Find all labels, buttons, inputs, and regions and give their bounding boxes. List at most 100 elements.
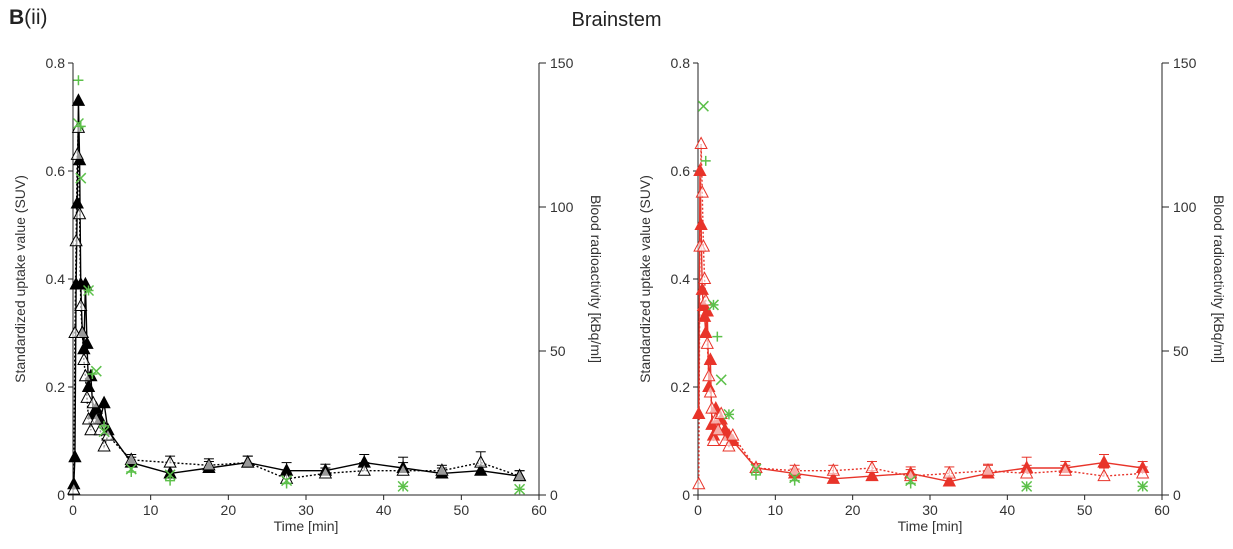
blood-point-plus [700,155,711,166]
y2-tick-label: 50 [550,343,566,359]
data-point-filled [97,395,111,409]
data-point-open [80,390,94,403]
x-tick-label: 0 [694,502,702,518]
x-tick-label: 10 [768,502,784,518]
data-point-open [1097,468,1111,482]
data-point-open [202,457,216,471]
data-point-filled [80,336,94,349]
series-line-open [698,143,1143,485]
data-point-filled [942,473,957,487]
y-tick-label: 0.4 [671,271,691,287]
data-point-open [84,422,98,436]
data-point-open [942,465,957,479]
data-point-filled [699,325,713,339]
x-tick-label: 40 [376,502,392,518]
data-point-open [396,463,410,476]
data-point-open [78,368,93,382]
blood-point-cross [715,374,727,386]
blood-point-plus [712,331,723,342]
blood-point-cross [707,299,719,311]
x-tick-label: 30 [298,502,314,518]
data-point-open [865,460,879,474]
x-tick-label: 10 [143,502,159,518]
data-point-open [826,463,841,476]
y-tick-label: 0.4 [46,271,66,287]
data-point-open [726,428,740,441]
blood-point-cross [789,472,801,484]
data-point-open [1135,465,1150,479]
data-point-open [711,422,725,436]
blood-point-cross [75,172,87,184]
y-axis-label: Standardized uptake value (SUV) [637,175,653,383]
data-point-filled [694,217,708,231]
data-point-open [77,352,91,366]
blood-point-cross [514,483,526,495]
data-point-open [67,482,81,495]
data-point-open [86,395,100,409]
data-point-open [692,476,706,490]
data-point-open [699,293,713,306]
y-tick-label: 0.6 [46,163,66,179]
data-point-filled [71,93,86,106]
data-point-open [705,401,719,414]
blood-point-cross [750,463,762,475]
y2-tick-label: 100 [1173,199,1197,215]
panel-label: B(ii) [9,6,48,30]
x-tick-label: 40 [1000,502,1016,518]
y-tick-label: 0.2 [46,379,66,395]
data-point-filled [692,406,706,420]
x-axis-label: Time [min] [898,518,963,534]
x-tick-label: 0 [69,502,77,518]
data-point-open [700,336,714,349]
data-point-open [318,465,333,479]
y2-tick-label: 0 [550,487,558,503]
x-tick-label: 20 [845,502,861,518]
data-point-filled [474,463,488,476]
y-axis-label: Standardized uptake value (SUV) [12,175,28,383]
data-point-open [474,455,488,468]
data-point-open [1058,463,1073,476]
panel-letter: B [9,6,25,29]
data-point-filled [70,195,84,209]
series-line-open [73,127,520,490]
data-point-open [70,147,84,160]
blood-point-cross [905,475,917,487]
y-tick-label: 0 [57,487,65,503]
x-axis-label: Time [min] [274,518,339,534]
data-point-open [74,298,88,312]
data-point-filled [700,303,714,317]
data-point-open [435,463,449,476]
y2-tick-label: 100 [550,199,574,215]
blood-point-cross [98,426,110,438]
blood-point-cross [397,480,409,492]
data-point-open [1019,465,1034,479]
blood-point-cross [164,469,176,481]
series-line-filled [73,100,520,485]
x-tick-label: 20 [221,502,237,518]
data-point-filled [826,471,841,484]
chart-1: 0 10 20 30 40 50 6000.20.40.60.8050100150Time … [12,55,604,534]
data-point-open [75,325,90,339]
data-point-open [89,411,103,425]
data-point-open [72,206,87,220]
y-tick-label: 0 [682,487,690,503]
y2-tick-label: 0 [1173,487,1181,503]
blood-point-cross [281,475,293,487]
x-tick-label: 60 [1154,502,1170,518]
blood-point-cross [1021,480,1033,492]
blood-point-cross [1137,480,1149,492]
y2-tick-label: 150 [1173,55,1197,71]
data-point-open [512,468,527,482]
chart-title: Brainstem [571,9,662,31]
x-tick-label: 50 [1077,502,1093,518]
y-tick-label: 0.6 [671,163,691,179]
data-point-filled [81,379,96,393]
data-point-open [696,239,711,252]
blood-point-cross [697,100,709,112]
y2-tick-label: 50 [1173,343,1189,359]
blood-point-plus [99,420,110,431]
x-tick-label: 50 [454,502,470,518]
y-tick-label: 0.8 [46,55,66,71]
panel-sub: (ii) [24,6,48,29]
